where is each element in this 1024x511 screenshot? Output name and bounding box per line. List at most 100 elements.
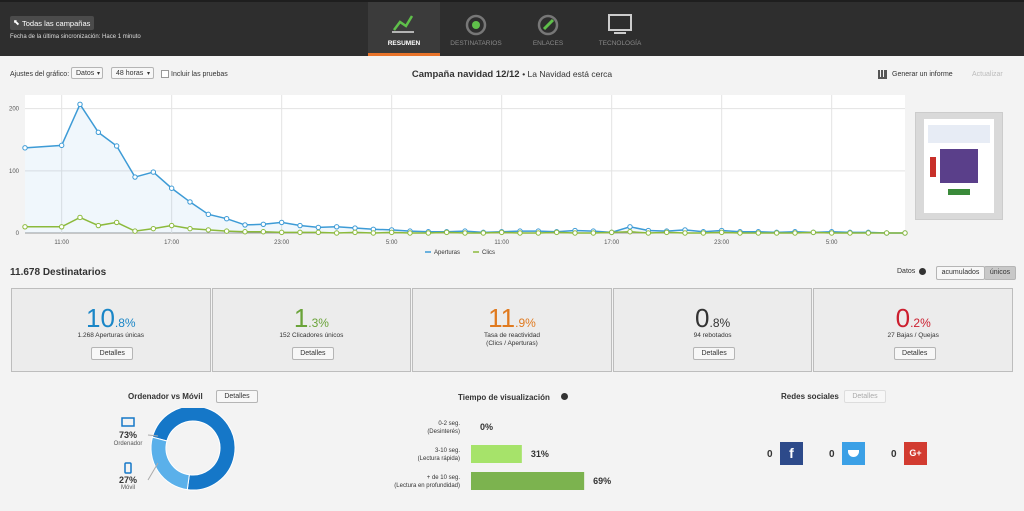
point — [22, 145, 28, 151]
point — [517, 230, 523, 236]
device-percent: 73% — [119, 430, 137, 440]
top-bar — [0, 0, 1024, 56]
toggle-option-active[interactable]: únicos — [984, 266, 1016, 280]
point — [425, 230, 432, 236]
stat-value: 0.2% — [814, 303, 1012, 334]
point — [352, 225, 358, 231]
email-thumbnail[interactable] — [915, 112, 1003, 220]
thumb-side — [930, 157, 936, 177]
y-tick-label: 200 — [9, 107, 20, 113]
sync-label: Fecha de la última sincronización: Hace … — [10, 34, 141, 40]
bar-value-label: 0% — [480, 422, 493, 432]
recipients-title: 11.678 Destinatarios — [10, 267, 107, 278]
social-icon[interactable]: G+ — [904, 442, 927, 465]
point — [22, 224, 28, 230]
y-tick-label: 0 — [16, 231, 20, 237]
back-button-label: Todas las campañas — [22, 19, 91, 28]
x-tick-label: 11:00 — [494, 240, 509, 246]
bar-category-note: (Lectura en profundidad) — [394, 483, 460, 489]
campaign-heading: Campaña navidad 12/12 • La Navidad está … — [0, 69, 1024, 80]
device-label: Móvil — [121, 485, 135, 491]
stat-box: 0.8% 94 rebotados Detalles — [612, 288, 813, 372]
social-icon[interactable] — [842, 442, 865, 465]
point — [297, 229, 303, 236]
point — [132, 228, 138, 234]
select-caret: ▾ — [147, 71, 151, 77]
bar-value-label: 69% — [593, 476, 611, 486]
stat-value-dec: .9% — [515, 316, 536, 330]
point — [462, 230, 468, 236]
report-link[interactable]: Generar un informe — [892, 71, 953, 78]
point — [773, 230, 780, 236]
info-icon — [919, 268, 926, 275]
share-count: 0 — [767, 449, 773, 460]
device-percent: 27% — [119, 475, 137, 485]
connector — [147, 434, 159, 437]
info-icon — [561, 393, 568, 400]
point — [260, 221, 267, 227]
point — [333, 230, 340, 236]
y-tick-label: 100 — [9, 169, 20, 175]
details-button[interactable]: Detalles — [893, 347, 936, 360]
stat-value-int: 11 — [488, 303, 516, 333]
active-tab[interactable] — [368, 2, 440, 56]
details-button[interactable]: Detalles — [216, 390, 258, 403]
tab-label[interactable]: ENLACES — [532, 40, 564, 47]
stat-value: 11.9% — [413, 303, 611, 334]
donut-chart: 73%Ordenador 27%Móvil — [114, 408, 236, 491]
point — [792, 230, 798, 236]
toggle-option[interactable]: acumulados — [936, 266, 985, 280]
point — [205, 227, 212, 233]
x-tick-label: 23:00 — [274, 240, 290, 246]
point — [847, 230, 853, 236]
tab-label[interactable]: TECNOLOGÍA — [598, 40, 642, 47]
point — [77, 101, 83, 108]
point — [187, 199, 193, 205]
point — [700, 230, 707, 236]
stat-value-dec: .8% — [114, 316, 136, 330]
bar-category: 3-10 seg. — [435, 448, 460, 454]
bar — [471, 445, 522, 463]
point — [205, 211, 212, 218]
back-button[interactable] — [10, 16, 94, 30]
point — [810, 229, 817, 236]
bar-category-note: (Desinterés) — [427, 429, 460, 435]
stat-value: 10.8% — [12, 303, 210, 334]
details-button[interactable]: Detalles — [91, 347, 134, 360]
point — [150, 225, 157, 232]
point — [627, 229, 633, 235]
stat-value-int: 0 — [695, 303, 710, 333]
point — [498, 229, 505, 236]
point — [113, 219, 120, 226]
tab-label[interactable]: DESTINATARIOS — [450, 40, 502, 47]
point — [828, 230, 835, 236]
refresh-link[interactable]: Actualizar — [972, 71, 1003, 78]
details-button[interactable]: Detalles — [693, 347, 736, 360]
point — [95, 222, 102, 229]
stat-label: 94 rebotados — [693, 332, 732, 339]
monitor-icon — [121, 417, 135, 427]
stat-value-dec: .8% — [709, 316, 731, 330]
details-button-disabled[interactable]: Detalles — [844, 390, 886, 403]
point — [58, 142, 65, 149]
point — [168, 185, 175, 191]
tab-label[interactable]: RESUMEN — [387, 40, 421, 47]
stat-value: 0.8% — [614, 303, 812, 334]
point — [77, 214, 83, 221]
x-tick-label: 17:00 — [164, 240, 180, 246]
data-select[interactable]: Datos — [71, 67, 103, 79]
social-icon-glyph: f — [789, 445, 794, 461]
stats-panel: 10.8% 1.268 Aperturas únicas Detalles 1.3% 1… — [11, 288, 1014, 373]
point — [902, 230, 908, 236]
stat-box: 11.9% Tasa de reactividad (Clics / Apertur… — [412, 288, 612, 372]
point — [242, 222, 248, 228]
details-button[interactable]: Detalles — [291, 347, 334, 360]
range-select[interactable]: 48 horas — [111, 67, 154, 79]
social-icon[interactable]: f — [780, 442, 803, 465]
checkbox[interactable] — [161, 70, 169, 78]
stat-label: Tasa de reactividad — [483, 332, 540, 339]
campaign-subtitle: • La Navidad está cerca — [522, 69, 613, 79]
point — [223, 228, 230, 234]
legend-label: Clics — [482, 250, 495, 256]
social-icon-glyph: G+ — [909, 448, 922, 458]
